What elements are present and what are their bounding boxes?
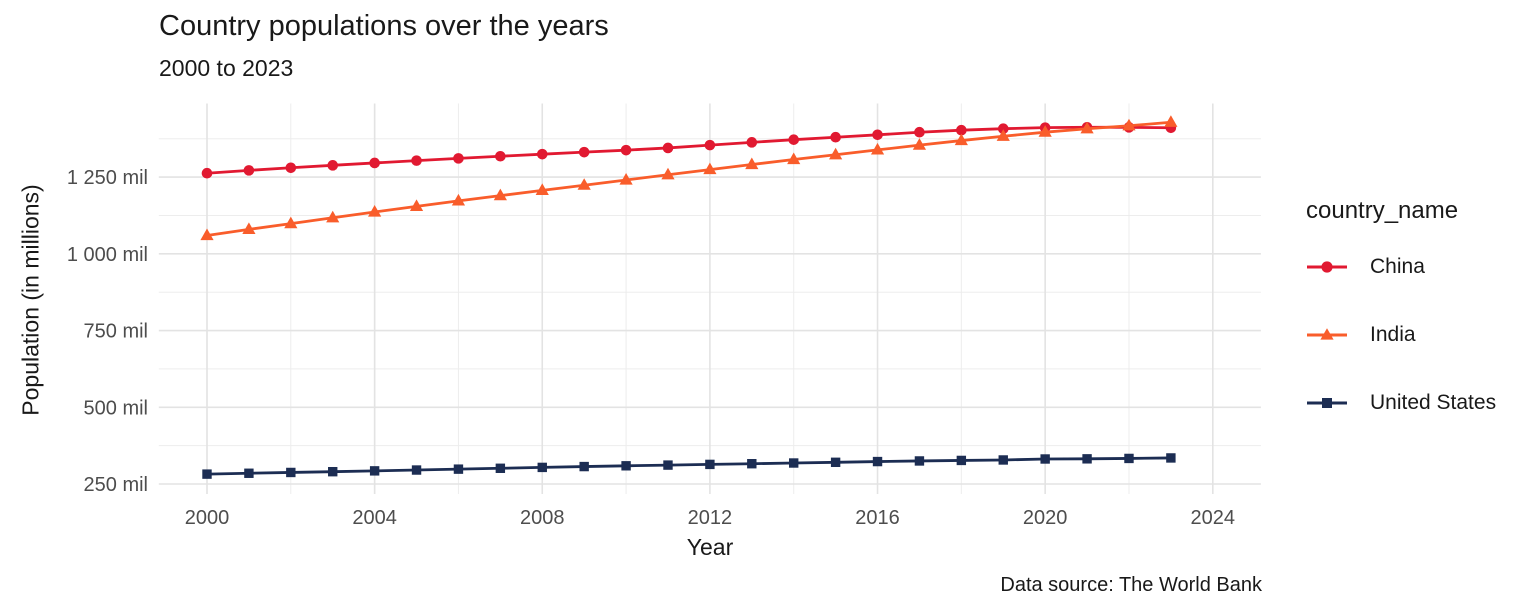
svg-text:2004: 2004 xyxy=(352,507,397,529)
svg-text:250 mil: 250 mil xyxy=(84,474,148,496)
china-line-circle-icon xyxy=(1307,261,1347,273)
svg-text:750 mil: 750 mil xyxy=(84,321,148,343)
india-line-triangle-icon xyxy=(1307,328,1347,340)
svg-text:1 000 mil: 1 000 mil xyxy=(67,244,148,266)
chart-title: Country populations over the years xyxy=(159,10,609,42)
legend-item-india: India xyxy=(1306,323,1496,347)
legend-item-united-states: United States xyxy=(1306,391,1496,415)
svg-text:1 250 mil: 1 250 mil xyxy=(67,167,148,189)
data-source-caption: Data source: The World Bank xyxy=(1000,574,1262,596)
series-india xyxy=(200,115,1178,241)
svg-text:2008: 2008 xyxy=(520,507,565,529)
grid-major xyxy=(158,103,1261,494)
legend-label-united-states: United States xyxy=(1370,391,1497,414)
y-axis-title: Population (in millions) xyxy=(17,184,44,416)
svg-text:2012: 2012 xyxy=(688,507,733,529)
svg-text:2020: 2020 xyxy=(1023,507,1068,529)
x-axis-title: Year xyxy=(686,534,734,560)
svg-text:2016: 2016 xyxy=(855,507,900,529)
svg-text:2024: 2024 xyxy=(1191,507,1236,529)
svg-text:500 mil: 500 mil xyxy=(84,397,148,419)
legend: country_name China India United States xyxy=(1306,197,1496,459)
united-states-line-square-icon xyxy=(1307,398,1347,408)
series-china xyxy=(201,121,1177,179)
legend-label-china: China xyxy=(1370,255,1425,278)
legend-title: country_name xyxy=(1306,197,1459,224)
x-axis-tick-labels: 2000 2004 2008 2012 2016 2020 2024 xyxy=(185,507,1235,529)
svg-text:2000: 2000 xyxy=(185,507,230,529)
series-united-states xyxy=(202,453,1176,479)
legend-label-india: India xyxy=(1370,323,1416,346)
chart-subtitle: 2000 to 2023 xyxy=(159,55,294,81)
legend-item-china: China xyxy=(1306,255,1496,279)
y-axis-tick-labels: 250 mil 500 mil 750 mil 1 000 mil 1 250 mil xyxy=(67,167,148,496)
